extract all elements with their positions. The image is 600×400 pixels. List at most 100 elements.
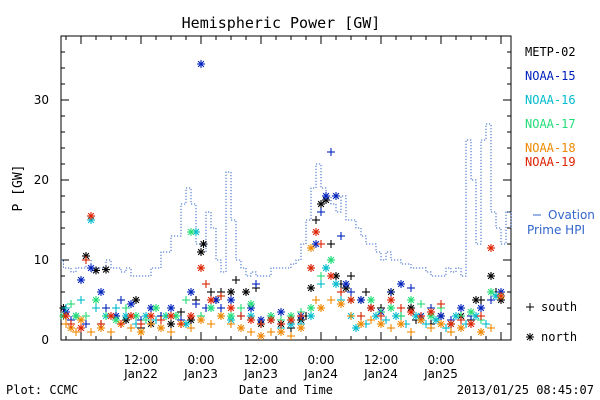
x-tick-label-time: 12:00 <box>124 353 159 367</box>
point-noaa15-north <box>332 192 340 200</box>
point-noaa18-south <box>72 328 80 336</box>
point-noaa19-north <box>147 312 155 320</box>
plot-frame <box>60 35 512 341</box>
point-noaa16-south <box>382 316 390 324</box>
point-noaa19-north <box>327 272 335 280</box>
point-metp02-south <box>232 276 240 284</box>
point-noaa15-south <box>487 296 495 304</box>
point-noaa19-south <box>137 320 145 328</box>
point-noaa15-north <box>322 192 330 200</box>
y-axis-label: P [GW] <box>11 165 26 212</box>
point-noaa18-south <box>207 320 215 328</box>
point-noaa15-north <box>212 296 220 304</box>
point-metp02-south <box>327 240 335 248</box>
point-noaa19-south <box>237 312 245 320</box>
point-noaa17-south <box>182 296 190 304</box>
point-noaa19-south <box>257 320 265 328</box>
legend-ovation-line1: Ovation <box>548 208 595 222</box>
legend-south-symbol <box>526 303 534 311</box>
point-noaa19-south <box>317 240 325 248</box>
y-tick-label: 0 <box>41 333 49 347</box>
y-tick-label: 20 <box>34 173 49 187</box>
point-noaa19-north <box>107 312 115 320</box>
point-metp02-south <box>207 288 215 296</box>
point-noaa18-south <box>247 328 255 336</box>
point-noaa16-north <box>307 312 315 320</box>
legend-ovation-line2: Prime HPI <box>527 223 585 237</box>
point-noaa18-north <box>77 316 85 324</box>
point-noaa18-north <box>217 312 225 320</box>
point-noaa16-north <box>192 228 200 236</box>
point-noaa15-south <box>317 208 325 216</box>
point-noaa18-north <box>317 304 325 312</box>
point-metp02-north <box>472 296 480 304</box>
point-noaa19-north <box>307 264 315 272</box>
point-metp02-north <box>167 320 175 328</box>
point-metp02-south <box>312 216 320 224</box>
point-noaa18-south <box>367 316 375 324</box>
point-noaa18-north <box>157 324 165 332</box>
point-noaa18-north <box>397 320 405 328</box>
y-axis: 0 10 20 30 <box>34 35 511 347</box>
point-metp02-south <box>177 308 185 316</box>
point-noaa18-south <box>147 320 155 328</box>
x-axis: 12:00Jan220:00Jan2312:00Jan230:00Jan2412… <box>65 36 502 381</box>
point-noaa17-north <box>112 316 120 324</box>
point-noaa19-north <box>367 304 375 312</box>
point-metp02-north <box>197 248 205 256</box>
point-noaa18-north <box>137 328 145 336</box>
point-noaa18-north <box>457 324 465 332</box>
point-noaa16-north <box>492 292 500 300</box>
legend-metp02: METP-02 <box>525 45 576 59</box>
point-noaa18-north <box>437 320 445 328</box>
point-noaa15-north <box>197 60 205 68</box>
point-noaa17-north <box>307 304 315 312</box>
point-noaa15-south <box>407 284 415 292</box>
point-noaa19-north <box>312 228 320 236</box>
point-noaa19-south <box>117 320 125 328</box>
point-noaa17-north <box>92 296 100 304</box>
x-tick-label-time: 0:00 <box>308 353 335 367</box>
point-noaa15-north <box>87 264 95 272</box>
point-noaa18-south <box>227 320 235 328</box>
point-noaa18-north <box>307 244 315 252</box>
point-noaa16-north <box>332 280 340 288</box>
point-noaa18-north <box>257 332 265 340</box>
legend-noaa16: NOAA-16 <box>525 93 576 107</box>
point-noaa19-north <box>427 308 435 316</box>
chart-title: Hemispheric Power [GW] <box>182 14 381 32</box>
point-noaa18-south <box>347 312 355 320</box>
point-noaa15-north <box>357 296 365 304</box>
x-tick-label-time: 12:00 <box>364 353 399 367</box>
footer-timestamp: 2013/01/25 08:45:07 <box>457 383 594 397</box>
point-noaa15-north <box>342 280 350 288</box>
point-noaa15-north <box>397 280 405 288</box>
point-noaa19-north <box>447 320 455 328</box>
point-noaa18-south <box>287 332 295 340</box>
y-tick-label: 30 <box>34 93 49 107</box>
point-noaa17-south <box>122 304 130 312</box>
point-noaa19-north <box>127 312 135 320</box>
point-noaa15-south <box>337 232 345 240</box>
point-noaa15-south <box>327 148 335 156</box>
point-noaa17-north <box>327 256 335 264</box>
point-noaa19-south <box>357 312 365 320</box>
point-noaa17-north <box>72 312 80 320</box>
point-noaa15-south <box>192 300 200 308</box>
point-noaa18-south <box>447 328 455 336</box>
point-noaa18-north <box>477 328 485 336</box>
x-tick-label-time: 0:00 <box>188 353 215 367</box>
point-metp02-south <box>347 272 355 280</box>
point-metp02-north <box>242 288 250 296</box>
point-noaa18-south <box>167 328 175 336</box>
point-noaa18-south <box>267 328 275 336</box>
point-noaa15-north <box>147 304 155 312</box>
point-noaa15-south <box>252 280 260 288</box>
point-noaa19-south <box>277 320 285 328</box>
point-noaa17-north <box>227 312 235 320</box>
point-noaa15-north <box>97 288 105 296</box>
point-noaa16-north <box>472 312 480 320</box>
legend-north-symbol <box>526 333 534 341</box>
point-noaa19-south <box>457 316 465 324</box>
